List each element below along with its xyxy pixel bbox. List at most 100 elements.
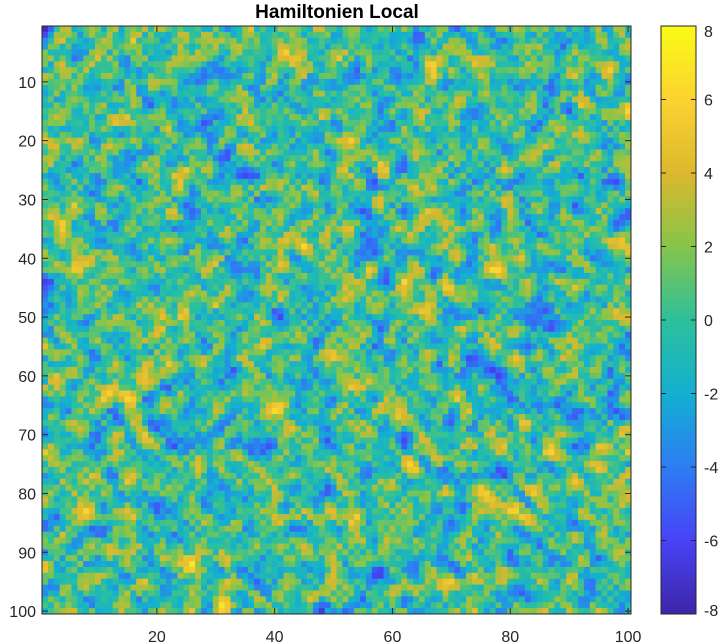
heatmap-cell (171, 137, 178, 144)
heatmap-cell (589, 267, 597, 274)
heatmap-cell (495, 243, 502, 250)
heatmap-cell (495, 202, 502, 209)
heatmap-cell (242, 61, 249, 68)
heatmap-cell (448, 143, 455, 150)
heatmap-cell (201, 314, 208, 321)
heatmap-cell (206, 55, 214, 62)
heatmap-cell (430, 278, 437, 286)
heatmap-cell (183, 296, 190, 303)
heatmap-cell (619, 290, 626, 297)
heatmap-cell (383, 214, 390, 221)
heatmap-cell (595, 278, 602, 286)
heatmap-cell (307, 143, 314, 150)
heatmap-cell (106, 137, 114, 144)
heatmap-cell (65, 290, 72, 297)
heatmap-cell (307, 220, 314, 227)
heatmap-cell (548, 196, 555, 203)
heatmap-cell (330, 184, 337, 191)
heatmap-cell (360, 37, 367, 44)
heatmap-cell (601, 31, 608, 39)
heatmap-cell (360, 102, 367, 109)
heatmap-cell (100, 278, 108, 286)
heatmap-cell (513, 202, 520, 209)
heatmap-cell (301, 73, 308, 80)
heatmap-cell (153, 314, 161, 321)
heatmap-cell (477, 137, 485, 144)
heatmap-cell (330, 243, 337, 250)
heatmap-cell (159, 178, 167, 186)
heatmap-cell (171, 237, 178, 244)
heatmap-cell (283, 49, 290, 56)
heatmap-cell (83, 137, 90, 144)
heatmap-cell (212, 196, 220, 203)
heatmap-cell (312, 67, 320, 74)
heatmap-cell (560, 125, 567, 133)
heatmap-cell (65, 143, 72, 150)
heatmap-cell (460, 284, 467, 291)
heatmap-cell (360, 161, 367, 168)
heatmap-cell (212, 102, 220, 109)
heatmap-cell (142, 243, 149, 250)
heatmap-cell (513, 255, 520, 262)
heatmap-cell (471, 178, 479, 186)
heatmap-cell (236, 302, 243, 309)
heatmap-cell (601, 261, 608, 268)
heatmap-cell (477, 31, 485, 39)
heatmap-cell (283, 261, 290, 268)
heatmap-cell (424, 196, 432, 203)
heatmap-cell (100, 237, 108, 244)
heatmap-cell (519, 161, 526, 168)
heatmap-cell (265, 278, 273, 286)
heatmap-cell (501, 272, 508, 280)
heatmap-cell (507, 84, 514, 92)
heatmap-cell (554, 137, 561, 144)
heatmap-cell (118, 155, 125, 162)
heatmap-cell (342, 49, 349, 56)
heatmap-cell (448, 302, 455, 309)
heatmap-cell (342, 178, 349, 186)
heatmap-cell (542, 173, 549, 180)
heatmap-cell (448, 272, 455, 280)
heatmap-cell (177, 84, 184, 92)
heatmap-cell (383, 296, 390, 303)
heatmap-cell (165, 243, 172, 250)
heatmap-cell (536, 31, 543, 39)
heatmap-cell (212, 131, 220, 139)
heatmap-cell (577, 202, 585, 209)
heatmap-cell (348, 155, 355, 162)
heatmap-cell (307, 167, 314, 174)
heatmap-cell (595, 155, 602, 162)
heatmap-cell (542, 78, 549, 86)
heatmap-cell (265, 167, 273, 174)
heatmap-cell (142, 73, 149, 80)
heatmap-cell (583, 208, 591, 215)
heatmap-cell (607, 231, 614, 239)
heatmap-cell (566, 202, 573, 209)
heatmap-cell (430, 31, 437, 39)
heatmap-cell (183, 302, 190, 309)
heatmap-cell (307, 255, 314, 262)
heatmap-cell (283, 214, 290, 221)
heatmap-cell (159, 43, 167, 50)
heatmap-cell (65, 26, 72, 33)
heatmap-cell (354, 120, 361, 127)
heatmap-cell (277, 302, 284, 309)
heatmap-cell (89, 90, 96, 97)
heatmap-cell (130, 108, 137, 115)
heatmap-cell (354, 302, 361, 309)
heatmap-cell (501, 49, 508, 56)
heatmap-cell (354, 308, 361, 315)
heatmap-cell (471, 55, 479, 62)
heatmap-cell (71, 125, 78, 133)
heatmap-cell (65, 55, 72, 62)
heatmap-cell (248, 202, 255, 209)
heatmap-cell (566, 190, 573, 197)
heatmap-cell (507, 202, 514, 209)
heatmap-cell (607, 155, 614, 162)
heatmap-cell (489, 267, 496, 274)
heatmap-cell (383, 196, 390, 203)
heatmap-cell (589, 49, 597, 56)
heatmap-cell (171, 225, 178, 233)
heatmap-cell (295, 67, 302, 74)
heatmap-cell (536, 96, 543, 103)
